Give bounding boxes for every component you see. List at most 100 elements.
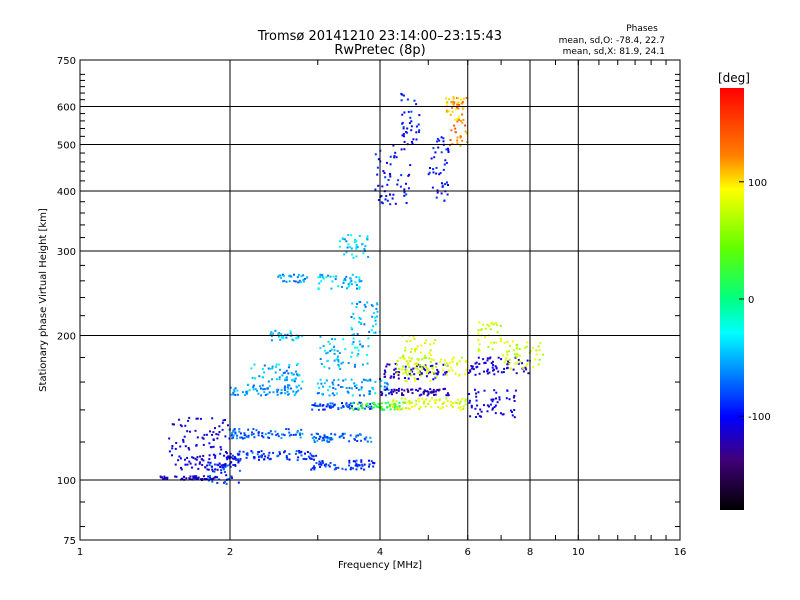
data-point: [496, 401, 499, 404]
data-point: [276, 390, 279, 393]
data-point: [186, 430, 189, 433]
data-point: [278, 378, 281, 381]
data-point: [490, 362, 493, 365]
data-point: [186, 463, 189, 466]
data-point: [209, 475, 212, 478]
data-point: [174, 463, 177, 466]
data-point: [263, 371, 266, 374]
data-point: [317, 433, 319, 435]
data-point: [523, 347, 526, 350]
data-point: [486, 370, 489, 373]
data-point: [397, 389, 400, 392]
data-point: [221, 421, 224, 424]
data-point: [297, 281, 300, 284]
data-point: [444, 359, 446, 362]
data-point: [418, 114, 421, 117]
data-point: [271, 378, 273, 381]
data-point: [329, 402, 332, 405]
data-point: [470, 406, 473, 409]
data-point: [357, 388, 360, 391]
data-point: [381, 408, 384, 411]
data-point: [202, 454, 205, 457]
data-point: [416, 368, 419, 371]
data-point: [279, 452, 281, 455]
data-point: [506, 367, 508, 370]
data-point: [358, 407, 360, 410]
data-point: [203, 478, 206, 480]
data-point: [409, 351, 412, 353]
data-point: [248, 389, 251, 392]
data-point: [408, 356, 411, 359]
data-point: [486, 323, 489, 326]
data-point: [347, 234, 350, 236]
data-point: [252, 388, 255, 391]
colorbar-tick-label: -100: [748, 412, 771, 423]
data-point: [277, 435, 280, 438]
y-tick-label: 400: [57, 187, 76, 198]
data-point: [331, 280, 334, 283]
data-point: [201, 436, 204, 439]
data-point: [200, 458, 203, 461]
data-point: [270, 339, 273, 342]
data-point: [418, 371, 421, 374]
data-point: [475, 395, 478, 398]
data-point: [424, 390, 427, 393]
data-point: [503, 361, 506, 364]
data-point: [490, 398, 493, 401]
data-point: [405, 182, 407, 185]
data-point: [426, 372, 429, 375]
data-point: [232, 430, 235, 433]
data-point: [261, 376, 264, 379]
data-point: [317, 392, 320, 394]
data-point: [405, 340, 408, 343]
data-point: [348, 407, 351, 410]
data-point: [457, 107, 460, 110]
data-point: [470, 365, 473, 367]
data-point: [432, 171, 435, 174]
data-point: [506, 341, 509, 343]
data-point: [374, 380, 377, 383]
data-point: [360, 406, 363, 409]
data-point: [458, 374, 461, 377]
data-point: [315, 454, 318, 457]
data-point: [291, 379, 294, 382]
data-point: [236, 434, 239, 437]
data-point: [452, 100, 455, 103]
data-point: [326, 439, 329, 442]
data-point: [395, 371, 398, 374]
data-point: [283, 389, 286, 391]
data-point: [211, 470, 214, 473]
data-point: [525, 364, 528, 367]
data-point: [429, 354, 432, 356]
data-point: [365, 403, 368, 406]
data-point: [222, 464, 225, 467]
data-point: [430, 391, 433, 394]
data-point: [350, 378, 353, 381]
data-point: [234, 387, 237, 390]
data-point: [238, 428, 241, 430]
data-point: [395, 156, 398, 159]
data-point: [386, 363, 389, 366]
data-point: [356, 287, 358, 290]
y-tick-label: 200: [57, 332, 76, 343]
data-point: [298, 374, 301, 377]
data-point: [350, 387, 353, 390]
data-point: [428, 357, 431, 360]
data-point: [213, 476, 216, 479]
data-point: [344, 348, 347, 351]
data-point: [432, 388, 435, 391]
data-point: [465, 132, 468, 135]
data-point: [287, 387, 290, 390]
data-point: [509, 409, 512, 412]
data-point: [300, 281, 303, 284]
data-point: [342, 379, 345, 382]
data-point: [189, 462, 192, 465]
data-point: [394, 362, 397, 365]
data-point: [458, 360, 461, 363]
data-point: [447, 149, 450, 152]
data-point: [313, 404, 316, 407]
data-point: [444, 159, 447, 162]
data-point: [226, 458, 229, 461]
data-point: [405, 202, 408, 204]
data-point: [237, 458, 240, 461]
